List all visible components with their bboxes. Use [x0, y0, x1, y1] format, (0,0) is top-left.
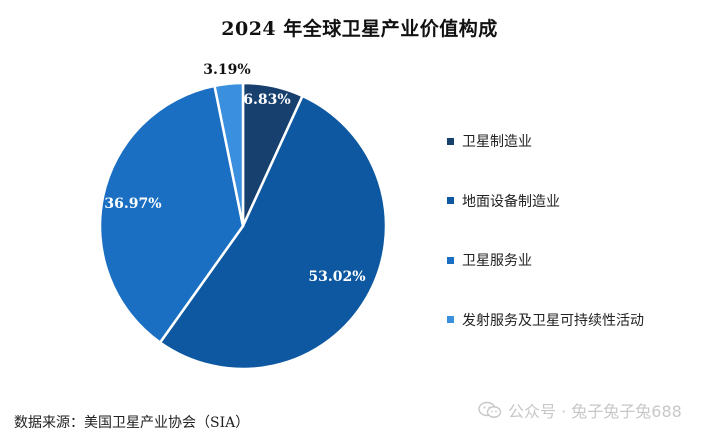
legend-label: 卫星服务业: [462, 253, 532, 269]
legend-swatch: [447, 316, 454, 323]
legend-swatch: [447, 197, 454, 204]
watermark-text: 公众号 · 兔子兔子兔688: [508, 402, 682, 421]
legend-swatch: [447, 256, 454, 264]
watermark: 公众号 · 兔子兔子兔688: [478, 398, 682, 422]
pie-slice: [98, 84, 245, 344]
source-note: 数据来源：美国卫星产业协会（SIA）: [14, 415, 250, 431]
legend-item: 卫星制造业: [447, 128, 644, 154]
legend-swatch: [447, 137, 454, 145]
pie-slice: [213, 81, 245, 228]
slice-data-label: 3.19%: [203, 62, 250, 78]
slice-data-label: 36.97%: [104, 196, 161, 212]
legend-label: 地面设备制造业: [462, 193, 560, 210]
slice-data-label: 6.83%: [243, 92, 290, 108]
legend: 卫星制造业 地面设备制造业 卫星服务业 发射服务及卫星可持续性活动: [447, 128, 644, 366]
chart-title: 2024 年全球卫星产业价值构成: [221, 18, 498, 40]
legend-item: 地面设备制造业: [447, 188, 644, 214]
slice-data-label: 53.02%: [308, 269, 365, 285]
legend-item: 发射服务及卫星可持续性活动: [447, 307, 644, 333]
legend-label: 卫星制造业: [462, 134, 532, 150]
wechat-icon: [478, 401, 502, 418]
legend-item: 卫星服务业: [447, 247, 644, 273]
legend-label: 发射服务及卫星可持续性活动: [462, 312, 644, 329]
pie-slice: [158, 94, 388, 371]
